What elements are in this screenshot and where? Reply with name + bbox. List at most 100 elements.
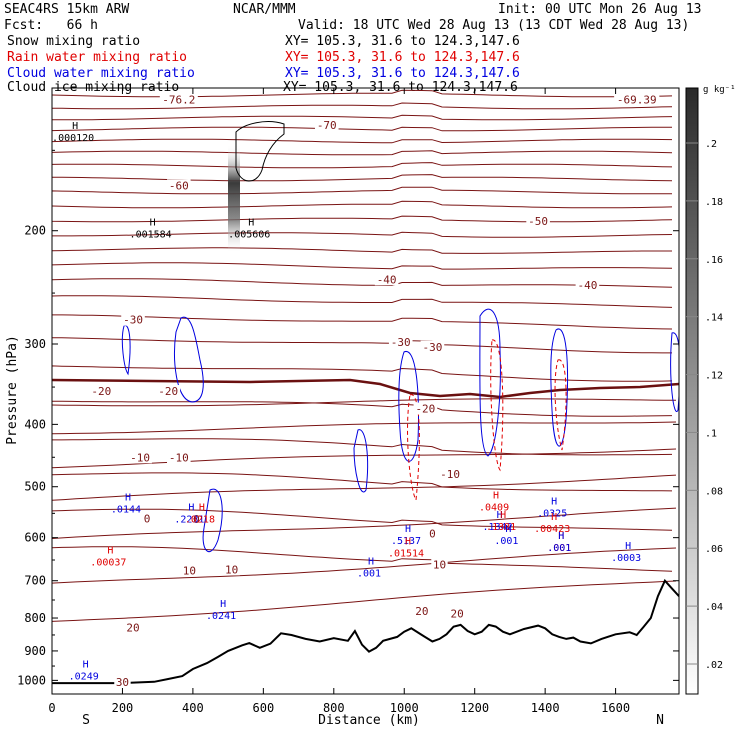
freezing-level-line (52, 378, 679, 399)
init-time: Init: 00 UTC Mon 26 Aug 13 (498, 2, 702, 17)
colorbar-tick-label: .12 (705, 371, 723, 382)
x-tick-label: 1200 (460, 701, 489, 715)
isotherm-label-bg (181, 564, 198, 577)
isotherm-label-bg (167, 451, 191, 464)
colorbar-tick-label: .2 (705, 139, 717, 150)
y-tick-label: 900 (24, 644, 46, 658)
extremum-value: .0241 (206, 611, 236, 622)
field-cloud-name: Cloud water mixing ratio (7, 66, 195, 81)
north-end-label: N (656, 713, 664, 728)
x-tick-label: 200 (112, 701, 134, 715)
isotherm-line (52, 474, 677, 501)
extremum-value: .0144 (111, 505, 141, 516)
isotherm-label-bg (413, 604, 431, 617)
extremum-marker: H (405, 524, 411, 535)
isotherm-label-bg (167, 179, 191, 192)
rain-water-contour (554, 359, 567, 451)
isotherm-label: 0 (429, 527, 436, 540)
extremum-value: .001 (547, 543, 571, 554)
isotherm-label: -10 (169, 451, 189, 464)
x-tick-label: 800 (323, 701, 345, 715)
field-snow-xy: XY= 105.3, 31.6 to 124.3,147.6 (285, 34, 520, 49)
isotherm-line (52, 507, 677, 540)
extremum-marker: H (558, 531, 564, 542)
cloud-water-contour (398, 351, 419, 462)
isotherm-label: 20 (126, 621, 139, 634)
extremum-value: .0325 (537, 508, 567, 519)
isotherm-label-bg (191, 512, 202, 525)
cloud-water-contour (202, 488, 223, 553)
extremum-value: .001 (357, 569, 381, 580)
extremum-value: .1381 (486, 522, 516, 533)
isotherm-label-bg (159, 93, 198, 106)
isotherm-label-bg (114, 675, 131, 688)
extremum-marker: H (83, 660, 89, 671)
extremum-marker: H (199, 502, 205, 513)
isotherm-line (52, 547, 677, 585)
isotherm-label: -30 (422, 341, 442, 354)
terrain-line (52, 578, 679, 685)
isotherm-line (52, 337, 672, 354)
cloud-water-contour (670, 332, 679, 413)
extremum-value: .005606 (228, 229, 270, 240)
isotherm-line (52, 314, 673, 330)
extremum-marker: H (497, 510, 503, 521)
y-tick-label: 300 (24, 337, 46, 351)
isotherm-label: -10 (130, 451, 150, 464)
extremum-marker: H (551, 512, 557, 523)
cloud-water-contour (174, 316, 204, 403)
south-end-label: S (82, 713, 90, 728)
colorbar-tick-label: .02 (705, 660, 723, 671)
extremum-value: .001 (547, 543, 571, 554)
y-axis-title: Pressure (hPa) (5, 335, 20, 445)
extremum-marker: H (500, 510, 506, 521)
colorbar-tick-label: .18 (705, 197, 723, 208)
isotherm-line (52, 546, 673, 572)
isotherm-label-bg (89, 385, 114, 398)
extremum-value: .0249 (69, 672, 99, 683)
isotherm-label: -70 (317, 119, 337, 132)
isotherm-line (52, 102, 673, 110)
colorbar-tick-label: .1 (705, 428, 717, 439)
y-tick-label: 400 (24, 417, 46, 431)
extremum-value: .00423 (534, 524, 570, 535)
cloud-water-contour (479, 308, 501, 457)
extremum-marker: H (551, 496, 557, 507)
colorbar-tick-label: .16 (705, 255, 723, 266)
extremum-value: .1342 (483, 522, 513, 533)
rain-water-contour (407, 394, 420, 502)
isotherm-label: -10 (440, 468, 460, 481)
y-tick-label: 500 (24, 480, 46, 494)
colorbar-scale (685, 87, 699, 695)
isotherm-line (52, 186, 673, 195)
isotherm-label: -30 (391, 336, 411, 349)
isotherm-label-bg (128, 451, 152, 464)
field-snow-name: Snow mixing ratio (7, 34, 141, 49)
isotherm-line (52, 162, 673, 169)
isotherm-layer (52, 89, 679, 622)
cloud-water-contour (353, 429, 369, 493)
extremum-value: .001584 (130, 229, 172, 240)
isotherm-label: -40 (377, 273, 397, 286)
isotherm-label: 30 (116, 676, 129, 689)
isotherm-line (52, 231, 673, 238)
y-tick-label: 1000 (17, 673, 46, 687)
isotherm-label: 20 (415, 605, 428, 618)
isotherm-line (52, 295, 673, 308)
isotherm-line (52, 138, 673, 144)
isotherm-label-bg (614, 93, 660, 106)
isotherm-label: -20 (91, 385, 111, 398)
isotherm-line (52, 448, 677, 469)
isotherm-line (52, 472, 673, 492)
cloud-water-contour (550, 328, 569, 447)
y-tick-label: 600 (24, 531, 46, 545)
isotherm-line (52, 278, 673, 288)
colorbar-tick-label: .06 (705, 544, 723, 555)
extremum-marker: H (625, 541, 631, 552)
isotherm-line (52, 438, 673, 456)
valid-time: Valid: 18 UTC Wed 28 Aug 13 (13 CDT Wed … (298, 18, 690, 33)
x-tick-label: 0 (48, 701, 55, 715)
colorbar-unit: g kg⁻¹ (703, 85, 736, 95)
